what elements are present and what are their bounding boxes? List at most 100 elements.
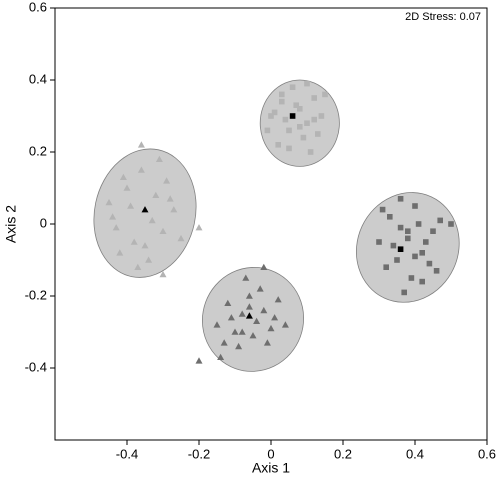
point: [311, 116, 317, 123]
point: [263, 339, 271, 346]
point: [286, 145, 292, 152]
confidence-ellipse: [201, 267, 305, 372]
x-tick-label: -0.4: [116, 446, 138, 461]
point: [134, 263, 142, 270]
point: [177, 234, 185, 242]
y-tick-label: 0.2: [29, 143, 47, 158]
point: [401, 289, 407, 296]
point: [297, 124, 303, 130]
point: [419, 250, 425, 256]
x-tick-label: 0.4: [406, 446, 424, 461]
y-axis-title: Axis 2: [3, 205, 19, 243]
x-tick-label: 0.2: [334, 446, 352, 461]
point: [423, 239, 429, 245]
point: [437, 217, 443, 224]
point: [159, 227, 167, 234]
point: [426, 260, 433, 267]
point: [224, 299, 232, 306]
y-tick-label: 0.4: [29, 71, 47, 86]
point: [307, 149, 314, 155]
y-tick-label: 0.6: [29, 0, 47, 14]
point: [220, 339, 228, 346]
point: [433, 268, 440, 274]
point: [119, 173, 127, 180]
point: [282, 116, 289, 123]
point: [419, 278, 425, 285]
point: [148, 216, 156, 224]
point: [379, 206, 386, 213]
point: [123, 184, 131, 191]
point: [322, 91, 328, 98]
point: [274, 296, 282, 303]
point: [271, 314, 279, 321]
point: [387, 214, 393, 220]
point: [383, 264, 389, 270]
point: [304, 80, 310, 87]
point: [390, 242, 397, 249]
point: [195, 224, 203, 231]
point: [145, 256, 153, 263]
point: [227, 314, 235, 321]
point: [275, 142, 281, 148]
x-tick-label: 0: [267, 446, 274, 461]
point: [238, 328, 246, 335]
point: [311, 95, 317, 101]
y-tick-label: -0.4: [25, 359, 47, 374]
point: [267, 324, 275, 332]
point: [166, 195, 174, 202]
point: [260, 306, 268, 314]
point: [152, 191, 160, 198]
point: [141, 242, 149, 249]
point: [405, 228, 411, 234]
centroid: [289, 113, 296, 119]
point: [245, 292, 253, 299]
point: [231, 328, 239, 335]
point: [397, 196, 404, 202]
x-tick-label: 0.6: [478, 446, 496, 461]
point: [293, 102, 299, 108]
point: [297, 106, 303, 112]
point: [170, 206, 178, 213]
point: [130, 238, 138, 245]
point: [397, 224, 404, 231]
point: [159, 270, 167, 278]
point: [318, 113, 325, 119]
point: [238, 310, 246, 317]
y-tick-label: -0.2: [25, 287, 47, 302]
confidence-ellipse: [93, 148, 197, 278]
point: [279, 98, 285, 105]
point: [112, 224, 120, 231]
point: [217, 353, 225, 360]
x-axis-title: Axis 1: [252, 460, 290, 476]
point: [304, 120, 310, 126]
point: [315, 131, 321, 137]
point: [256, 285, 264, 292]
point: [213, 321, 221, 328]
point: [155, 155, 163, 162]
point: [242, 274, 250, 281]
centroid: [397, 246, 404, 252]
centroid: [141, 206, 149, 213]
y-tick-label: 0: [40, 215, 47, 230]
point: [448, 221, 454, 227]
point: [376, 239, 382, 245]
point: [264, 127, 271, 134]
point: [430, 228, 436, 234]
point: [116, 249, 124, 256]
point: [281, 321, 289, 328]
stress-annotation: 2D Stress: 0.07: [405, 11, 481, 23]
centroid: [245, 312, 253, 319]
point: [300, 134, 307, 141]
point: [412, 203, 418, 209]
point: [286, 127, 292, 134]
point: [253, 317, 261, 324]
point: [249, 332, 257, 339]
point: [137, 141, 145, 148]
point: [289, 84, 296, 90]
point: [163, 177, 171, 184]
point: [195, 357, 203, 364]
point: [109, 213, 117, 220]
point: [245, 303, 253, 310]
point: [279, 91, 285, 98]
